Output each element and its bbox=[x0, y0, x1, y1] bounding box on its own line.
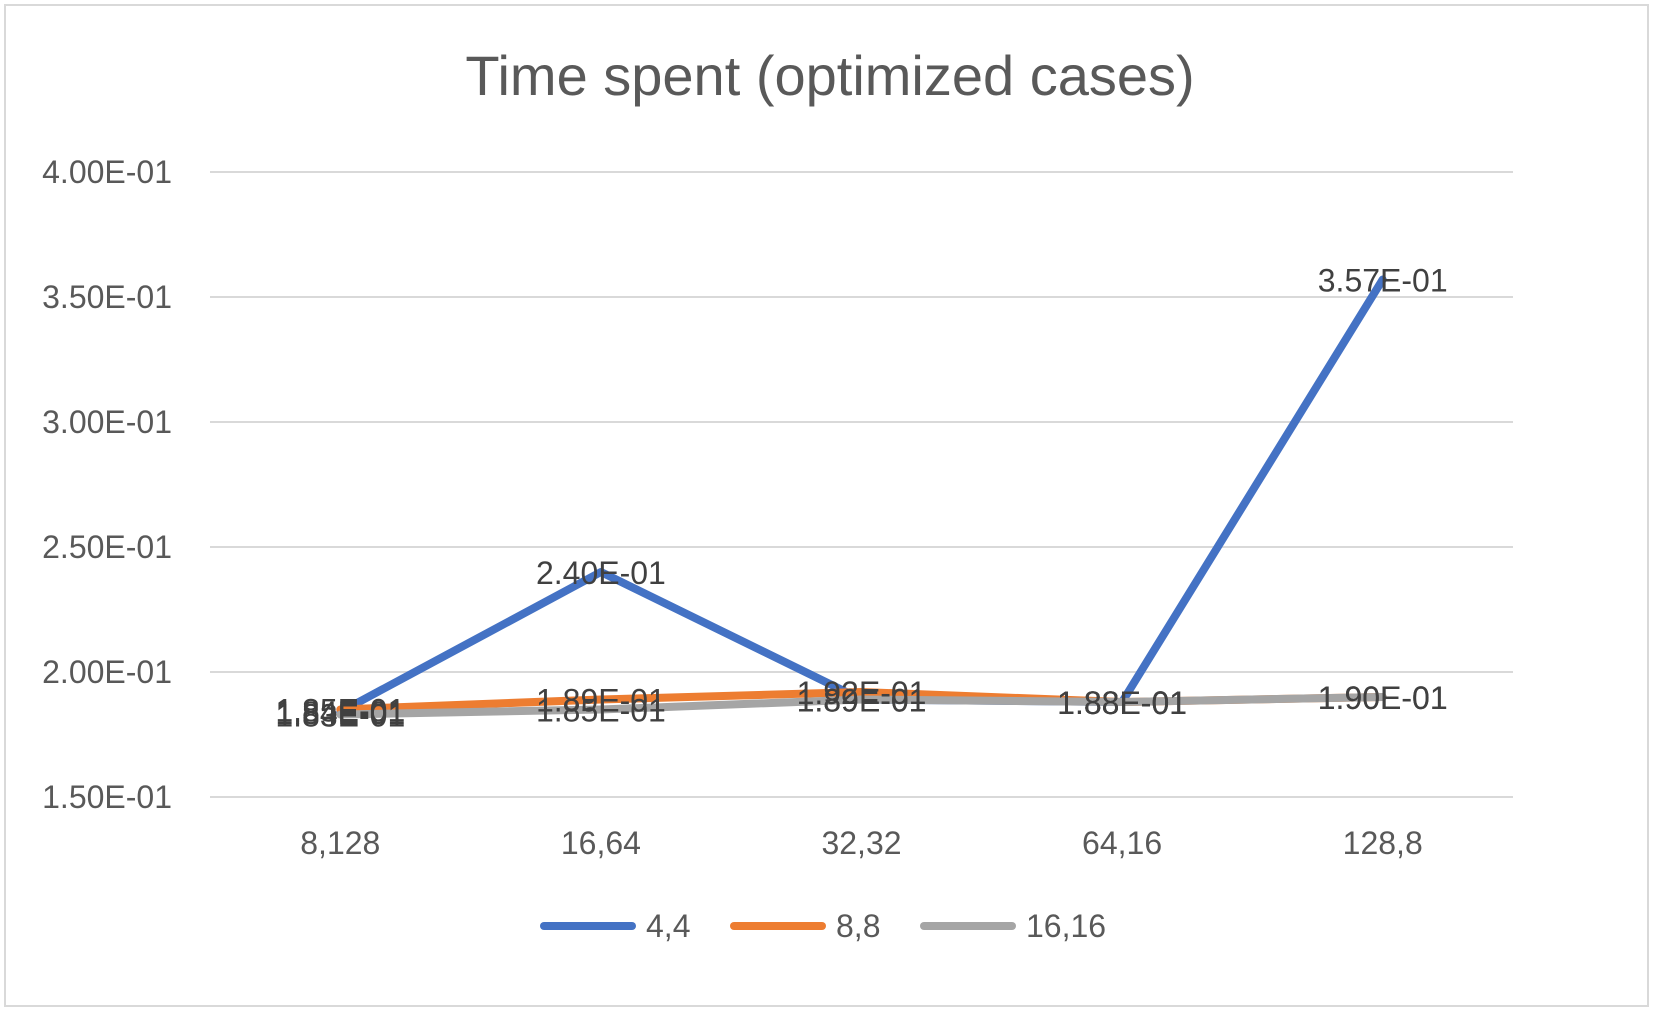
data-label: 1.89E-01 bbox=[536, 683, 666, 719]
data-label: 1.92E-01 bbox=[797, 675, 927, 711]
y-tick-label: 4.00E-01 bbox=[42, 154, 172, 190]
data-labels: 1.84E-01 2.40E-01 1.89E-01 1.88E-01 3.57E-01… bbox=[275, 263, 1447, 734]
data-label: 1.85E-01 bbox=[275, 693, 405, 729]
data-label: 1.88E-01 bbox=[1057, 685, 1187, 721]
data-label: 1.88E-01 bbox=[1057, 685, 1187, 721]
series-lines bbox=[336, 275, 1387, 719]
data-label: 2.40E-01 bbox=[536, 555, 666, 591]
legend-label: 8,8 bbox=[836, 908, 880, 944]
data-label: 3.57E-01 bbox=[1318, 263, 1448, 299]
x-tick-label: 64,16 bbox=[1082, 825, 1162, 861]
data-label: 1.85E-01 bbox=[536, 693, 666, 729]
x-tick-label: 32,32 bbox=[821, 825, 901, 861]
x-tick-label: 16,64 bbox=[561, 825, 641, 861]
data-label: 1.89E-01 bbox=[797, 683, 927, 719]
x-tick-label: 8,128 bbox=[300, 825, 380, 861]
data-label: 1.90E-01 bbox=[1318, 680, 1448, 716]
series-line-4-4 bbox=[336, 275, 1387, 716]
x-tick-label: 128,8 bbox=[1343, 825, 1423, 861]
data-label: 1.84E-01 bbox=[275, 695, 405, 731]
data-label: 1.88E-01 bbox=[1057, 685, 1187, 721]
series-line-16-16 bbox=[336, 693, 1387, 719]
data-label: 1.90E-01 bbox=[1318, 680, 1448, 716]
data-label: 1.89E-01 bbox=[797, 683, 927, 719]
y-tick-label: 2.00E-01 bbox=[42, 654, 172, 690]
legend-label: 4,4 bbox=[646, 908, 690, 944]
data-label: 1.83E-01 bbox=[275, 698, 405, 734]
grid-lines bbox=[210, 171, 1513, 798]
legend: 4,4 8,8 16,16 bbox=[540, 908, 1106, 944]
chart-title: Time spent (optimized cases) bbox=[465, 44, 1194, 107]
y-tick-label: 3.00E-01 bbox=[42, 404, 172, 440]
y-tick-label: 2.50E-01 bbox=[42, 529, 172, 565]
y-tick-label: 3.50E-01 bbox=[42, 279, 172, 315]
y-axis-tick-labels: 1.50E-01 2.00E-01 2.50E-01 3.00E-01 3.50E-01… bbox=[42, 154, 172, 815]
legend-label: 16,16 bbox=[1026, 908, 1106, 944]
y-tick-label: 1.50E-01 bbox=[42, 779, 172, 815]
x-axis-tick-labels: 8,128 16,64 32,32 64,16 128,8 bbox=[300, 825, 1422, 861]
